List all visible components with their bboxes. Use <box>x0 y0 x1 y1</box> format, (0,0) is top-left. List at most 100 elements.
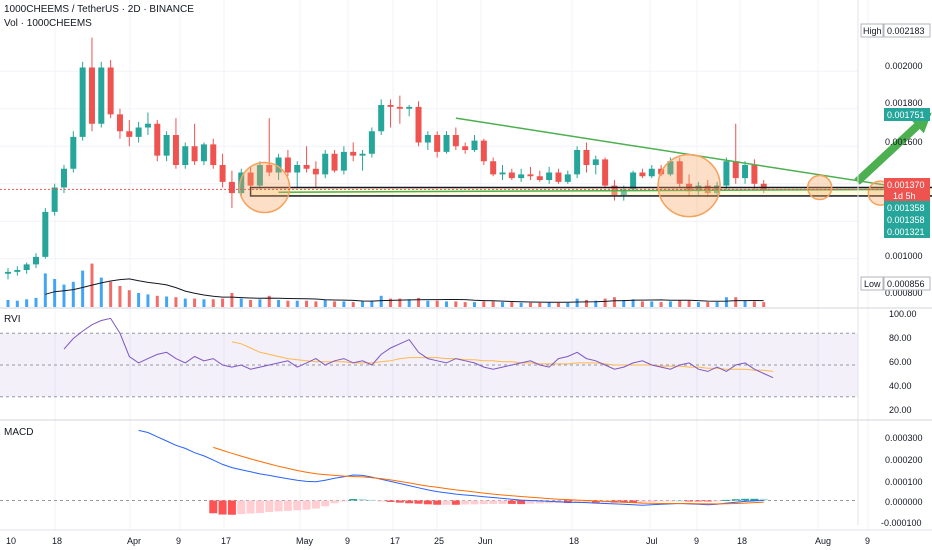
volume-bar <box>417 297 421 307</box>
volume-bar <box>640 301 644 307</box>
candle-down <box>602 159 609 186</box>
macd-tick: 0.000200 <box>885 455 923 465</box>
candle-up <box>368 131 375 154</box>
volume-bar <box>137 293 141 307</box>
macd-histogram-bar <box>685 500 694 502</box>
candle-up <box>471 140 478 150</box>
volume-bar <box>370 300 374 307</box>
candle-up <box>340 151 347 171</box>
candle-down <box>247 172 254 186</box>
volume-legend[interactable]: Vol · 1000CHEEMS <box>4 18 92 29</box>
candle-down <box>583 150 590 165</box>
candle-down <box>490 161 497 175</box>
macd-histogram-bar <box>237 500 246 515</box>
candle-down <box>312 168 319 175</box>
grid-lines <box>0 0 932 530</box>
volume-bar <box>351 302 355 307</box>
candle-down <box>284 157 291 173</box>
volume-bar <box>594 300 598 307</box>
volume-bar <box>426 300 430 307</box>
candle-down <box>555 172 562 182</box>
candle-up <box>695 185 702 192</box>
macd-histogram-bar <box>573 500 582 503</box>
candle-down <box>210 144 217 165</box>
candle-down <box>126 131 133 137</box>
low-label: Low <box>864 279 881 289</box>
rsi-axis[interactable]: 100.00 80.00 60.00 40.00 20.00 <box>889 309 917 415</box>
candle-up <box>667 161 674 175</box>
volume-bar <box>71 281 75 307</box>
price-tick: 0.001000 <box>885 251 923 261</box>
volume-bar <box>146 294 150 307</box>
symbol-title[interactable]: 1000CHEEMS / TetherUS · 2D · BINANCE <box>4 4 194 15</box>
macd-histogram-bar <box>433 500 442 505</box>
volume-bar <box>239 298 243 307</box>
time-tick: 9 <box>694 536 699 546</box>
rsi-legend[interactable]: RVI <box>4 314 21 325</box>
candle-down <box>639 172 646 177</box>
macd-histogram-bar <box>629 500 638 503</box>
rsi-tick: 40.00 <box>889 381 912 391</box>
macd-histogram-bar <box>703 500 712 502</box>
price-axis[interactable]: 0.002000 0.001800 0.001600 0.001000 0.00… <box>860 23 931 298</box>
candle-up <box>518 174 525 179</box>
macd-histogram-bar <box>395 500 404 503</box>
macd-histogram-bar <box>265 500 274 512</box>
volume-bar <box>696 302 700 307</box>
macd-histogram-bar <box>657 500 666 502</box>
macd-histogram-bar <box>377 500 386 502</box>
volume-bar <box>323 300 327 307</box>
rsi-line <box>63 317 774 379</box>
macd-histogram-bar <box>647 500 656 502</box>
candle-down <box>172 135 179 165</box>
volume-bar <box>566 302 570 307</box>
candle-down <box>676 161 683 184</box>
candle-down <box>107 67 114 115</box>
candle-up <box>630 172 637 190</box>
volume-bar <box>155 295 159 307</box>
volume-bar <box>762 302 766 307</box>
macd-tick: 0.000000 <box>885 497 923 507</box>
macd-legend[interactable]: MACD <box>4 427 34 438</box>
volume-bar <box>650 301 654 307</box>
candle-down <box>462 146 469 150</box>
time-axis[interactable]: 10 18 Apr 9 17 May 9 17 25 Jun 18 Jul 9 … <box>6 536 870 546</box>
volume-bar <box>584 300 588 307</box>
candle-up <box>23 264 30 270</box>
high-label-box <box>860 23 884 38</box>
candle-down <box>452 135 459 147</box>
time-tick: 10 <box>6 536 16 546</box>
candle-up <box>5 271 11 274</box>
macd-tick: 0.000300 <box>885 433 923 443</box>
volume-bar <box>230 293 234 307</box>
candle-up <box>574 150 581 175</box>
price-tag-green <box>884 201 930 214</box>
volume-bar <box>333 301 337 307</box>
volume-bar <box>277 300 281 307</box>
macd-histogram-bar <box>451 500 460 505</box>
volume-bar <box>706 302 710 307</box>
macd-histogram-bar <box>349 499 358 501</box>
macd-histogram-bar <box>489 500 498 504</box>
rsi-tick: 60.00 <box>889 357 912 367</box>
macd-histogram-bar <box>526 500 535 504</box>
volume-bar <box>622 300 626 307</box>
macd-histogram-bar <box>759 498 768 501</box>
time-tick: 18 <box>52 536 62 546</box>
macd-axis[interactable]: 0.000300 0.000200 0.000100 0.000000 -0.0… <box>881 433 923 528</box>
volume-bar <box>659 302 663 307</box>
macd-tick: -0.000100 <box>881 518 922 528</box>
candle-down <box>415 106 422 143</box>
candle-up <box>182 146 189 165</box>
volume-bar <box>482 301 486 307</box>
candle-up <box>499 172 506 175</box>
volume-bar <box>575 298 579 307</box>
candle-down <box>527 174 534 177</box>
price-tag-green-top <box>884 108 930 121</box>
macd-histogram-bar <box>423 500 432 505</box>
volume-bar <box>519 302 523 307</box>
candle-up <box>51 187 58 212</box>
time-tick: May <box>296 536 314 546</box>
price-tag-text: 0.001358 <box>887 203 925 213</box>
